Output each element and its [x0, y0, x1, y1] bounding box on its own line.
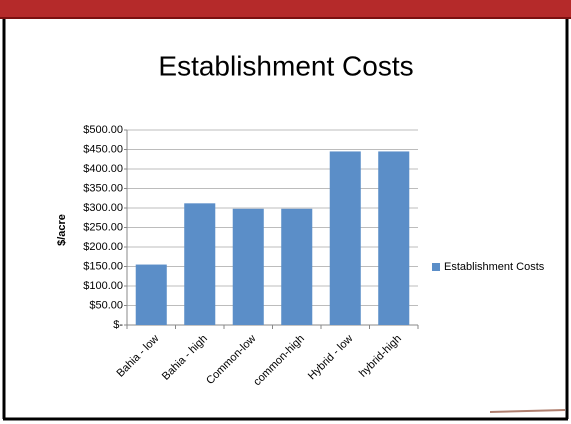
y-tick-label: $50.00	[89, 299, 123, 311]
y-tick-label: $150.00	[83, 260, 123, 272]
y-tick-label: $400.00	[83, 163, 123, 175]
bar	[232, 208, 264, 325]
y-tick-label: $100.00	[83, 280, 123, 292]
decoration	[489, 409, 566, 413]
header-band	[0, 0, 571, 17]
y-tick-label: $200.00	[83, 241, 123, 253]
header-rule	[0, 17, 571, 19]
y-tick-label: $-	[113, 319, 123, 331]
y-tick-label: $500.00	[83, 124, 123, 136]
bar	[135, 264, 167, 325]
bar	[281, 208, 313, 325]
y-tick-label: $450.00	[83, 143, 123, 155]
bar	[378, 151, 410, 325]
y-tick-label: $300.00	[83, 202, 123, 214]
bar	[184, 203, 216, 325]
chart-title: Establishment Costs	[158, 50, 413, 81]
legend-swatch	[432, 263, 440, 271]
y-axis-label: $/acre	[56, 214, 68, 246]
y-tick-label: $350.00	[83, 182, 123, 194]
bar	[329, 151, 361, 325]
legend-label: Establishment Costs	[444, 261, 545, 273]
y-tick-label: $250.00	[83, 221, 123, 233]
